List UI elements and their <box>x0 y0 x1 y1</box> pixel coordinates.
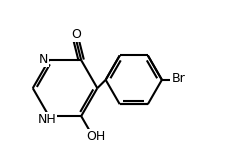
Text: NH: NH <box>37 113 56 126</box>
Text: Br: Br <box>170 72 184 85</box>
Text: OH: OH <box>86 130 105 143</box>
Text: O: O <box>71 28 81 41</box>
Text: N: N <box>39 53 48 66</box>
